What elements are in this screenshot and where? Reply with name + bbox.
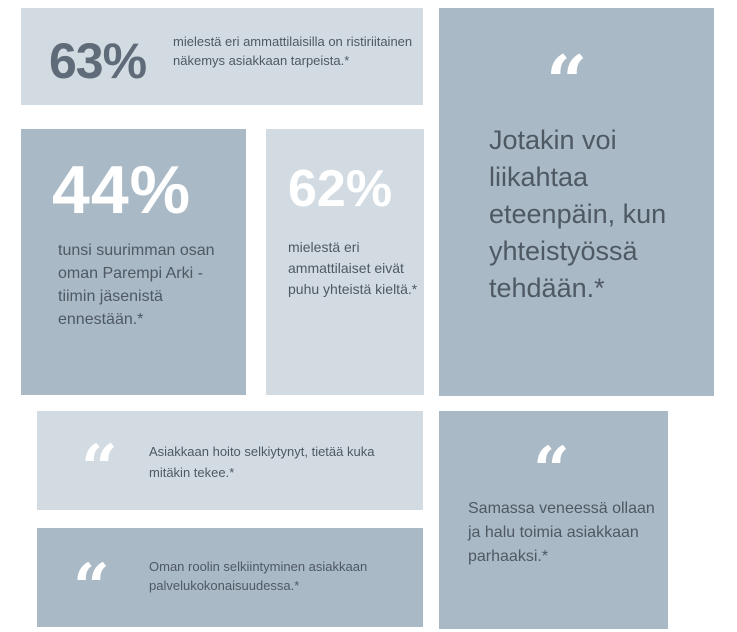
quote-tile-large: “ Jotakin voi liikahtaa eteenpäin, kun y…: [439, 8, 714, 396]
quote-tile-care: “ Asiakkaan hoito selkiytynyt, tietää ku…: [37, 411, 423, 510]
quote-text: Asiakkaan hoito selkiytynyt, tietää kuka…: [149, 444, 375, 480]
stat-tile-63: 63% mielestä eri ammattilaisilla on rist…: [21, 8, 423, 105]
quote-text: Samassa veneessä ollaan ja halu toimia a…: [468, 500, 655, 565]
stat-tile-44: 44% tunsi suurimman osan oman Parempi Ar…: [21, 129, 246, 395]
stat-description: mielestä eri ammattilaiset eivät puhu yh…: [288, 239, 418, 297]
quote-mark-icon: “: [533, 433, 570, 508]
quote-text: Jotakin voi liikahtaa eteenpäin, kun yht…: [489, 125, 667, 303]
quote-mark-icon: “: [546, 39, 587, 124]
quote-mark-icon: “: [81, 431, 118, 506]
stat-description: mielestä eri ammattilaisilla on ristirii…: [173, 34, 413, 68]
quote-tile-boat: “ Samassa veneessä ollaan ja halu toimia…: [439, 411, 668, 629]
quote-mark-icon: “: [73, 550, 110, 625]
quote-tile-role: “ Oman roolin selkiintyminen asiakkaan p…: [37, 528, 423, 627]
stat-tile-62: 62% mielestä eri ammattilaiset eivät puh…: [266, 129, 424, 395]
quote-text: Oman roolin selkiintyminen asiakkaan pal…: [149, 559, 368, 593]
stat-value: 44%: [52, 152, 192, 228]
stat-value: 63%: [49, 33, 147, 89]
stat-description: tunsi suurimman osan oman Parempi Arki -…: [58, 242, 215, 328]
stat-value: 62%: [288, 160, 393, 218]
